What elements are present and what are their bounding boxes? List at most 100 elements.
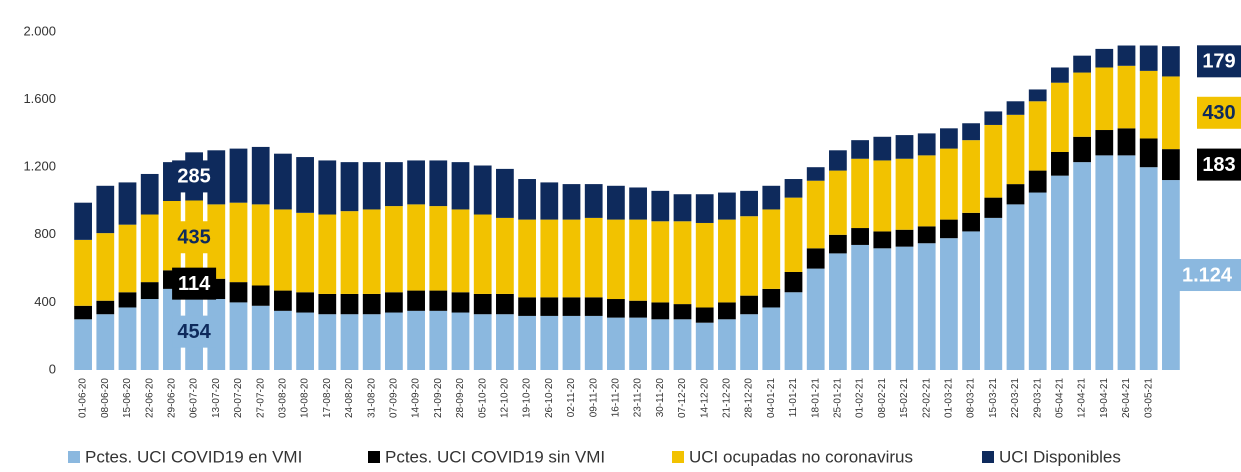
x-tick-label: 09-11-20: [588, 378, 599, 418]
bar-segment: [274, 290, 292, 311]
bar-segment: [940, 148, 958, 220]
bar-segment: [340, 162, 359, 212]
bar-segment: [473, 214, 492, 294]
x-tick-label: 05-04-21: [1055, 378, 1066, 418]
bar-segment: [917, 226, 936, 244]
value-label-box: [172, 160, 217, 193]
bar-segment: [1117, 155, 1136, 370]
bar-segment: [74, 305, 92, 320]
value-label-box: [172, 315, 217, 348]
bar-segment: [296, 212, 314, 293]
x-tick-label: 15-03-21: [988, 378, 999, 418]
x-tick-label: 26-10-20: [544, 378, 555, 418]
bar-segment: [607, 317, 625, 370]
x-tick-label: 28-09-20: [455, 378, 466, 418]
legend-label: UCI ocupadas no coronavirus: [689, 447, 913, 466]
x-tick-label: 15-02-21: [899, 378, 910, 418]
value-label: 1.124: [1182, 264, 1233, 286]
bar-segment: [562, 184, 581, 220]
bar-segment: [629, 187, 647, 220]
x-tick-label: 28-12-20: [744, 378, 755, 418]
bar-segment: [740, 216, 758, 296]
x-tick-label: 17-08-20: [322, 378, 333, 418]
bar-segment: [407, 290, 425, 311]
bar-segment: [385, 312, 403, 370]
x-tick-label: 21-09-20: [433, 378, 444, 418]
x-tick-label: 02-11-20: [566, 378, 577, 418]
bar-segment: [784, 197, 803, 272]
x-tick-label: 18-01-21: [810, 378, 821, 418]
bar-segment: [962, 140, 980, 213]
bar-segment: [473, 293, 492, 315]
bar-segment: [74, 239, 92, 306]
bar-segment: [518, 315, 536, 370]
value-label: 435: [177, 227, 210, 249]
x-tick-label: 01-06-20: [78, 378, 89, 418]
bar-segment: [451, 292, 470, 313]
bar-segment: [1162, 180, 1180, 370]
bar-segment: [895, 229, 914, 247]
bar-segment: [296, 312, 314, 370]
bar-segment: [1117, 45, 1136, 66]
y-tick-label: 1.200: [23, 159, 56, 174]
bar-segment: [562, 297, 581, 316]
bar-segment: [451, 209, 470, 293]
bar-segment: [385, 162, 403, 207]
bar-segment: [518, 219, 536, 298]
x-tick-label: 29-06-20: [167, 378, 178, 418]
bar-segment: [540, 182, 559, 220]
bar-segment: [274, 153, 292, 210]
bar-segment: [496, 314, 514, 370]
bar-segment: [829, 234, 847, 254]
x-tick-label: 16-11-20: [611, 378, 622, 418]
bar-segment: [984, 111, 1003, 125]
bar-segment: [651, 221, 670, 303]
bar-segment: [895, 135, 914, 159]
value-label: 114: [178, 273, 211, 295]
legend-swatch: [68, 451, 80, 463]
bar-segment: [118, 182, 137, 225]
value-label-box: [1197, 148, 1241, 181]
bar-segment: [518, 179, 536, 220]
x-tick-label: 13-07-20: [211, 378, 222, 418]
bar-segment: [429, 206, 448, 291]
bar-segment: [851, 228, 869, 245]
bar-segment: [607, 219, 625, 300]
y-tick-label: 1.600: [23, 91, 56, 106]
bar-segment: [962, 212, 980, 232]
bar-segment: [1139, 167, 1158, 370]
bar-segment: [1006, 101, 1025, 115]
bar-segment: [806, 268, 825, 370]
bar-segment: [229, 302, 248, 370]
value-label-box: [1197, 96, 1241, 129]
bar-segment: [917, 133, 936, 156]
bar-segment: [496, 217, 514, 294]
x-tick-label: 08-02-21: [877, 378, 888, 418]
x-tick-label: 23-11-20: [633, 378, 644, 418]
bar-segment: [740, 190, 758, 217]
bar-segment: [829, 150, 847, 171]
bar-segment: [96, 314, 115, 370]
bar-segment: [762, 307, 781, 370]
bar-segment: [1073, 162, 1091, 370]
x-tick-label: 29-03-21: [1032, 378, 1043, 418]
x-tick-label: 11-01-21: [788, 378, 799, 418]
bar-segment: [1095, 67, 1114, 131]
bar-segment: [584, 217, 603, 298]
bar-segment: [163, 288, 181, 370]
x-tick-label: 22-03-21: [1010, 378, 1021, 418]
bar-segment: [873, 231, 892, 249]
bar-segment: [140, 299, 159, 370]
bar-segment: [940, 238, 958, 370]
bar-segment: [362, 209, 381, 294]
x-tick-label: 26-04-21: [1121, 378, 1132, 418]
bar-segment: [407, 160, 425, 205]
bar-segment: [806, 248, 825, 269]
bar-segment: [940, 219, 958, 239]
bar-segment: [607, 299, 625, 318]
bar-segment: [1095, 130, 1114, 156]
value-label: 430: [1202, 102, 1235, 124]
value-label-box: [172, 221, 217, 254]
legend-swatch: [672, 451, 684, 463]
x-tick-label: 08-06-20: [100, 378, 111, 418]
